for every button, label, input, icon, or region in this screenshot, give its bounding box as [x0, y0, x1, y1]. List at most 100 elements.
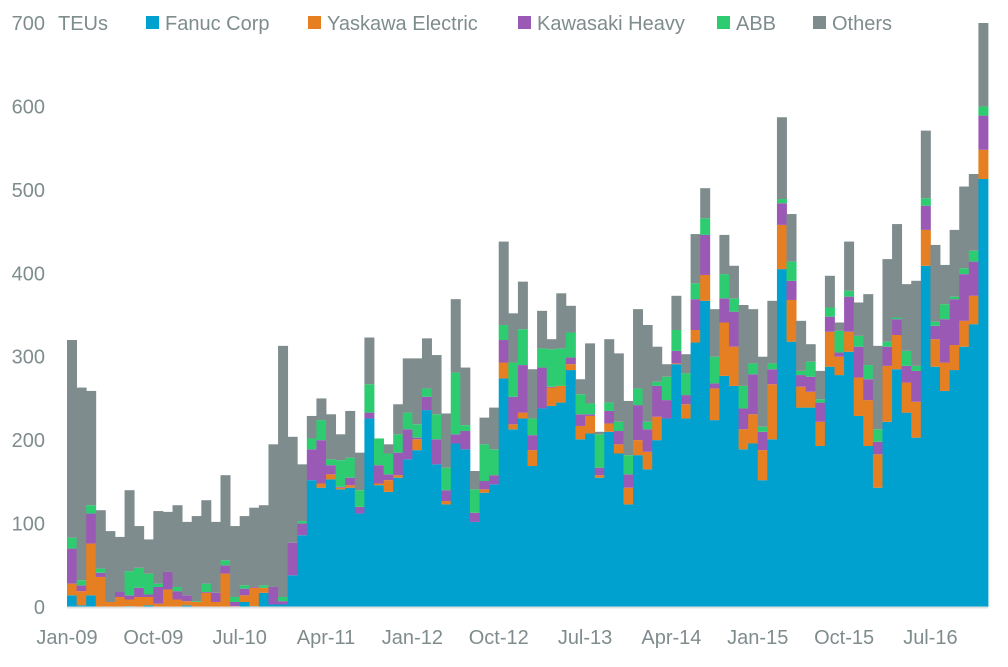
bar-segment-kawasaki-heavy [114, 591, 125, 597]
bar-segment-fanuc-corp [527, 466, 538, 607]
bar-segment-fanuc-corp [681, 418, 691, 607]
bar-segment-abb [479, 444, 490, 482]
bar-segment-others [258, 505, 269, 586]
bar-segment-fanuc-corp [393, 477, 404, 607]
bar-segment-others [633, 309, 644, 389]
bar-segment-kawasaki-heavy [585, 414, 596, 416]
bar-segment-others [565, 305, 576, 333]
bar-segment-others [719, 234, 730, 275]
bar-segment-abb [508, 362, 519, 397]
bar-segment-kawasaki-heavy [892, 319, 903, 336]
bar-segment-kawasaki-heavy [201, 591, 212, 593]
bar-segment-abb [489, 449, 500, 476]
bar-segment-fanuc-corp [815, 445, 826, 607]
bar-segment-fanuc-corp [796, 407, 807, 607]
legend-label: Yaskawa Electric [327, 13, 478, 35]
bar-segment-kawasaki-heavy [220, 565, 231, 574]
bar-segment-kawasaki-heavy [143, 594, 154, 597]
bar-segment-fanuc-corp [748, 443, 759, 607]
bar-segment-kawasaki-heavy [700, 234, 711, 275]
bar-segment-abb [143, 573, 154, 595]
bar-segment-abb [853, 335, 864, 347]
bar-segment-others [172, 505, 183, 587]
bar-segment-fanuc-corp [882, 421, 893, 607]
bar-segment-yaskawa-electric [604, 423, 615, 432]
bar-segment-yaskawa-electric [565, 364, 576, 371]
bar-segment-yaskawa-electric [901, 382, 912, 413]
bar-segment-fanuc-corp [623, 504, 634, 607]
bar-segment-kawasaki-heavy [652, 385, 663, 417]
bar-segment-others [105, 531, 116, 602]
bar-segment-abb [450, 372, 461, 435]
bar-segment-others [623, 400, 634, 456]
bar-segment-yaskawa-electric [575, 425, 586, 440]
bar-segment-fanuc-corp [613, 453, 624, 607]
bar-segment-others [469, 471, 480, 490]
bar-segment-kawasaki-heavy [239, 588, 250, 596]
bar-segment-fanuc-corp [690, 342, 701, 607]
bar-segment-yaskawa-electric [143, 596, 154, 606]
x-tick-label: Jan-09 [36, 627, 97, 649]
bar-segment-others [249, 507, 260, 587]
bar-segment-others [911, 280, 922, 366]
y-tick-label: 100 [12, 514, 45, 536]
bar-segment-abb [316, 420, 327, 441]
bar-segment-abb [95, 568, 106, 573]
bar-segment-others [67, 340, 77, 538]
bar-segment-kawasaki-heavy [287, 542, 298, 576]
legend-item-fanuc-corp[interactable]: Fanuc Corp [146, 13, 270, 35]
bar-segment-others [95, 510, 106, 569]
bar-segment-fanuc-corp [767, 439, 778, 607]
bar-segment-kawasaki-heavy [613, 430, 624, 445]
bar-segment-fanuc-corp [642, 469, 653, 607]
bar-segment-others [114, 536, 125, 592]
legend-item-yaskawa-electric[interactable]: Yaskawa Electric [308, 13, 478, 35]
bar-segment-abb [709, 356, 720, 384]
legend-swatch [518, 16, 531, 29]
bar-segment-others [834, 322, 845, 331]
bar-segment-fanuc-corp [863, 445, 874, 607]
bar-segment-kawasaki-heavy [978, 115, 989, 150]
bar-segment-kawasaki-heavy [489, 475, 500, 485]
bar-segment-yaskawa-electric [326, 474, 337, 480]
bar-segment-yaskawa-electric [153, 603, 164, 607]
legend-item-others[interactable]: Others [813, 13, 892, 35]
bar-segment-others [383, 444, 394, 454]
bar-segment-abb [892, 317, 903, 320]
bar-segment-others [690, 234, 701, 284]
bar-segment-abb [546, 349, 557, 387]
bar-segment-others [748, 309, 759, 364]
bar-segment-fanuc-corp [86, 595, 97, 607]
bar-segment-kawasaki-heavy [872, 441, 883, 455]
legend-item-kawasaki-heavy[interactable]: Kawasaki Heavy [518, 13, 685, 35]
bar-segment-abb [805, 361, 816, 377]
bar-segment-abb [824, 307, 835, 317]
bar-segment-fanuc-corp [776, 269, 787, 607]
bar-segment-yaskawa-electric [239, 595, 250, 602]
bar-segment-fanuc-corp [182, 605, 193, 607]
bar-segment-fanuc-corp [239, 601, 250, 607]
bar-segment-kawasaki-heavy [805, 376, 816, 392]
legend-item-abb[interactable]: ABB [717, 13, 776, 35]
bar-segment-kawasaki-heavy [642, 429, 653, 452]
bar-segment-yaskawa-electric [872, 454, 883, 488]
bar-segment-fanuc-corp [738, 449, 749, 607]
bar-segment-abb [124, 571, 135, 596]
x-tick-label: Jul-16 [903, 627, 957, 649]
bar-segment-yaskawa-electric [393, 475, 404, 478]
bar-segment-kawasaki-heavy [182, 595, 193, 602]
bar-segment-others [546, 339, 557, 350]
bar-segment-abb [681, 373, 691, 396]
bar-segment-kawasaki-heavy [949, 299, 960, 346]
bar-segment-abb [930, 321, 941, 326]
bar-segment-yaskawa-electric [978, 149, 989, 180]
bar-segment-others [930, 244, 941, 322]
bar-segment-others [940, 264, 951, 305]
bar-segment-kawasaki-heavy [853, 346, 864, 378]
bar-segment-others [882, 259, 893, 342]
bar-segment-kawasaki-heavy [527, 435, 538, 451]
bar-segment-fanuc-corp [345, 487, 356, 607]
bar-segment-fanuc-corp [450, 443, 461, 607]
bar-segment-kawasaki-heavy [508, 396, 519, 425]
bar-segment-abb [719, 274, 730, 299]
